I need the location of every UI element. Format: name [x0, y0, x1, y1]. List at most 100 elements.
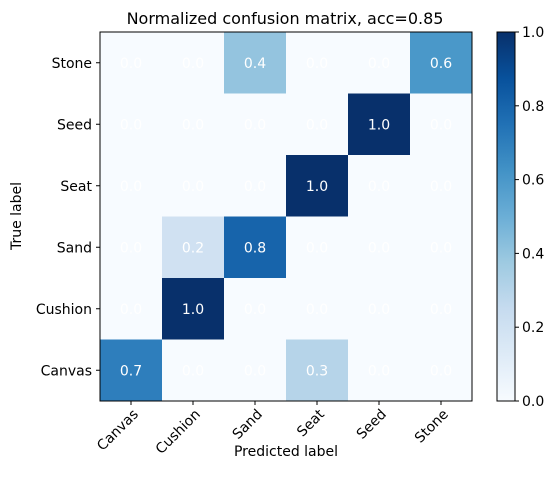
cell-value-label: 0.0	[430, 240, 452, 256]
heatmap-cell	[348, 93, 411, 156]
cell-value-label: 0.3	[306, 363, 328, 379]
chart-title: Normalized confusion matrix, acc=0.85	[127, 9, 444, 28]
heatmap-cell	[410, 278, 473, 340]
y-tick-label: Seat	[60, 179, 92, 195]
cell-value-label: 0.0	[306, 117, 328, 133]
cell-value-label: 0.0	[244, 179, 266, 195]
x-tick-label: Seed	[354, 407, 390, 443]
cell-value-label: 0.0	[120, 56, 142, 72]
cell-value-label: 0.7	[120, 363, 142, 379]
cell-value-label: 0.0	[120, 179, 142, 195]
heatmap-cell	[100, 93, 163, 156]
colorbar-tick-label: 0.4	[522, 246, 544, 262]
cell-value-label: 0.0	[120, 240, 142, 256]
colorbar-tick-label: 0.6	[522, 173, 544, 189]
cell-value-label: 0.0	[306, 56, 328, 72]
colorbar-tick-label: 0.8	[522, 99, 544, 115]
colorbar	[496, 31, 516, 402]
heatmap-cell	[162, 339, 225, 402]
heatmap-cell	[224, 93, 287, 156]
y-axis: Stone Seed Seat Sand Cushion Canvas	[36, 56, 100, 379]
cell-value-label: 0.0	[368, 302, 390, 318]
heatmap-cell	[286, 278, 349, 340]
heatmap-cell	[286, 339, 349, 402]
colorbar-tick-label: 0.0	[522, 394, 544, 410]
cell-value-label: 0.0	[182, 117, 204, 133]
cell-value-label: 0.0	[430, 302, 452, 318]
y-tick-label: Canvas	[41, 363, 92, 379]
x-tick-label: Canvas	[94, 407, 142, 455]
cell-value-label: 0.0	[368, 363, 390, 379]
heatmap-cell	[348, 216, 411, 279]
heatmap-cell	[348, 32, 411, 94]
y-axis-label: True label	[9, 182, 25, 251]
cell-value-label: 1.0	[182, 302, 204, 318]
heatmap-cell	[224, 339, 287, 402]
cell-value-label: 0.0	[182, 363, 204, 379]
heatmap-cell	[410, 339, 473, 402]
cell-value-label: 0.0	[430, 117, 452, 133]
cell-value-label: 0.0	[120, 117, 142, 133]
heatmap-cells	[100, 32, 473, 402]
cell-value-label: 0.0	[244, 302, 266, 318]
x-tick-label: Cushion	[153, 407, 204, 458]
colorbar-tick-label: 0.2	[522, 320, 544, 336]
heatmap-cell	[162, 32, 225, 94]
y-tick-label: Stone	[52, 56, 92, 72]
heatmap-cell	[100, 339, 163, 402]
heatmap-cell	[100, 155, 163, 217]
heatmap-cell	[224, 216, 287, 279]
heatmap-cell	[348, 155, 411, 217]
heatmap-cell	[286, 155, 349, 217]
heatmap-cell	[410, 216, 473, 279]
cell-value-label: 0.0	[430, 179, 452, 195]
heatmap-cell	[286, 32, 349, 94]
heatmap-cell	[410, 32, 473, 94]
cell-value-label: 0.6	[430, 56, 452, 72]
cell-value-label: 0.0	[182, 179, 204, 195]
y-tick-label: Sand	[57, 240, 92, 256]
heatmap-cell	[224, 32, 287, 94]
x-axis-label: Predicted label	[234, 444, 338, 460]
cell-value-label: 1.0	[306, 179, 328, 195]
cell-value-label: 0.0	[244, 363, 266, 379]
plot-frame	[99, 31, 473, 402]
cell-value-label: 0.0	[306, 240, 328, 256]
heatmap-cell	[224, 155, 287, 217]
heatmap-cell	[348, 339, 411, 402]
heatmap-cell-labels: 0.0 0.0 0.4 0.0 0.0 0.6 0.0 0.0 0.0 0.0 1.0 0.0 0.0 0…	[120, 56, 452, 380]
cell-value-label: 0.4	[244, 56, 266, 72]
cell-value-label: 0.0	[368, 240, 390, 256]
cell-value-label: 0.0	[120, 302, 142, 318]
cell-value-label: 0.0	[430, 363, 452, 379]
heatmap-cell	[162, 278, 225, 340]
cell-value-label: 0.2	[182, 240, 204, 256]
heatmap-cell	[348, 278, 411, 340]
heatmap-cell	[100, 216, 163, 279]
heatmap-cell	[162, 155, 225, 217]
x-tick-label: Stone	[412, 407, 452, 447]
colorbar-ticks: 0.0 0.2 0.4 0.6 0.8 1.0	[515, 25, 544, 410]
y-tick-label: Cushion	[36, 302, 92, 318]
heatmap-cell	[162, 216, 225, 279]
heatmap-cell	[410, 93, 473, 156]
cell-value-label: 0.0	[306, 302, 328, 318]
cell-value-label: 0.0	[368, 56, 390, 72]
heatmap-cell	[162, 93, 225, 156]
heatmap-cell	[286, 93, 349, 156]
cell-value-label: 0.0	[182, 56, 204, 72]
heatmap-cell	[100, 32, 163, 94]
cell-value-label: 0.0	[244, 117, 266, 133]
colorbar-tick-label: 1.0	[522, 25, 544, 41]
heatmap-cell	[224, 278, 287, 340]
y-tick-label: Seed	[57, 117, 92, 133]
cell-value-label: 1.0	[368, 117, 390, 133]
cell-value-label: 0.0	[368, 179, 390, 195]
heatmap-cell	[286, 216, 349, 279]
x-tick-label: Sand	[230, 407, 266, 443]
heatmap-cell	[100, 278, 163, 340]
heatmap-cell	[410, 155, 473, 217]
cell-value-label: 0.8	[244, 240, 266, 256]
x-tick-label: Seat	[294, 406, 328, 440]
